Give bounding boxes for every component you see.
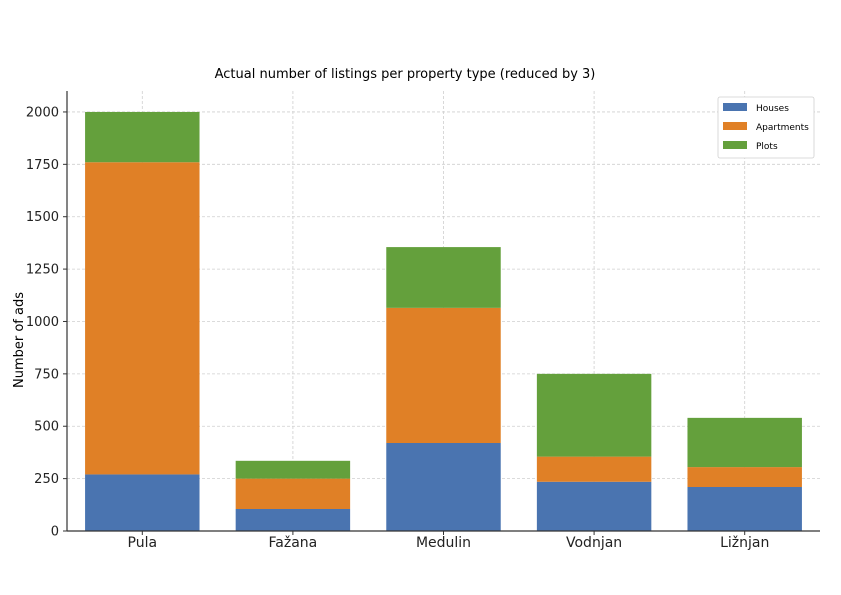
bar-houses-2 <box>386 443 501 531</box>
y-tick-label: 1500 <box>26 210 59 225</box>
y-tick-label: 1750 <box>26 158 59 173</box>
bar-apartments-3 <box>536 456 652 482</box>
y-tick-label: 1000 <box>26 315 59 330</box>
y-tick-label: 0 <box>51 525 59 540</box>
x-tick-label: Pula <box>128 535 158 551</box>
legend-swatch-plots <box>723 141 747 149</box>
legend-label-apartments: Apartments <box>756 123 809 133</box>
bar-houses-4 <box>687 487 802 531</box>
legend[interactable]: Houses Apartments Plots <box>717 96 815 159</box>
y-tick-label: 500 <box>34 420 59 435</box>
y-tick-label: 1250 <box>26 263 59 278</box>
y-axis-label: Number of ads <box>12 292 27 388</box>
bar-plots-2 <box>386 247 501 308</box>
legend-swatch-apartments <box>723 122 747 130</box>
bar-houses-1 <box>235 509 351 531</box>
bar-plots-0 <box>85 111 200 163</box>
x-tick-label: Medulin <box>416 535 471 551</box>
bar-apartments-0 <box>85 162 200 475</box>
bar-houses-3 <box>536 481 652 531</box>
bar-houses-0 <box>85 474 200 531</box>
x-tick-label: Ližnjan <box>720 535 769 551</box>
bar-apartments-4 <box>687 467 802 487</box>
x-tick-label: Vodnjan <box>566 535 622 551</box>
x-tick-label: Fažana <box>269 535 318 551</box>
bar-plots-1 <box>235 460 351 479</box>
y-tick-label: 750 <box>34 367 59 382</box>
legend-label-houses: Houses <box>756 104 789 114</box>
bar-apartments-1 <box>235 478 351 509</box>
chart-title: Actual number of listings per property t… <box>215 67 596 82</box>
legend-swatch-houses <box>723 103 747 111</box>
bar-apartments-2 <box>386 307 501 443</box>
bar-plots-4 <box>687 417 802 468</box>
bar-plots-3 <box>536 373 652 457</box>
y-tick-label: 250 <box>34 472 59 487</box>
x-ticks: Pula Fažana Medulin Vodnjan Ližnjan <box>128 531 769 551</box>
y-ticks: 0 250 500 750 1000 1250 1500 1750 2000 <box>26 105 67 540</box>
legend-label-plots: Plots <box>756 142 778 152</box>
y-tick-label: 2000 <box>26 105 59 120</box>
bars <box>85 111 802 531</box>
